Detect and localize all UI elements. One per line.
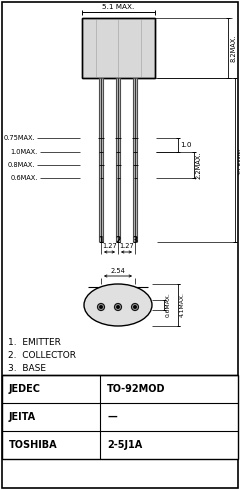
Bar: [82, 18, 155, 78]
Text: 2-5J1A: 2-5J1A: [107, 440, 142, 450]
Text: 1.  EMITTER: 1. EMITTER: [8, 338, 61, 347]
Circle shape: [100, 306, 102, 308]
Bar: [2, 375, 238, 459]
Text: JEITA: JEITA: [9, 412, 36, 422]
Text: 1.27: 1.27: [102, 243, 117, 249]
Text: 2: 2: [115, 236, 121, 245]
Text: 1.0: 1.0: [180, 142, 192, 148]
Text: 1: 1: [98, 236, 104, 245]
Text: 0.75MAX.: 0.75MAX.: [3, 135, 35, 141]
Text: —: —: [107, 412, 117, 422]
Text: 1.0MAX.: 1.0MAX.: [11, 149, 38, 155]
Text: 2.54: 2.54: [111, 268, 126, 274]
Text: 3.  BASE: 3. BASE: [8, 364, 46, 373]
Text: 2.2MAX.: 2.2MAX.: [196, 151, 202, 179]
Text: TOSHIBA: TOSHIBA: [9, 440, 58, 450]
Text: 4.1MAX.: 4.1MAX.: [180, 293, 185, 318]
Circle shape: [114, 303, 121, 311]
Text: TO-92MOD: TO-92MOD: [107, 384, 166, 394]
Text: 0.6MAX.: 0.6MAX.: [166, 293, 171, 318]
Circle shape: [132, 303, 138, 311]
Ellipse shape: [84, 284, 152, 326]
Text: 8.2MAX.: 8.2MAX.: [231, 34, 237, 62]
Text: JEDEC: JEDEC: [9, 384, 41, 394]
Text: 0.6MAX.: 0.6MAX.: [11, 175, 38, 181]
Text: 5.1 MAX.: 5.1 MAX.: [102, 4, 135, 10]
Text: 0.8MAX.: 0.8MAX.: [8, 162, 35, 168]
Circle shape: [134, 306, 136, 308]
Text: 1.27: 1.27: [119, 243, 134, 249]
Text: 2.  COLLECTOR: 2. COLLECTOR: [8, 351, 76, 360]
Text: 10.5MIN.: 10.5MIN.: [238, 146, 240, 174]
Circle shape: [117, 306, 119, 308]
Circle shape: [97, 303, 104, 311]
Text: 3: 3: [132, 236, 138, 245]
